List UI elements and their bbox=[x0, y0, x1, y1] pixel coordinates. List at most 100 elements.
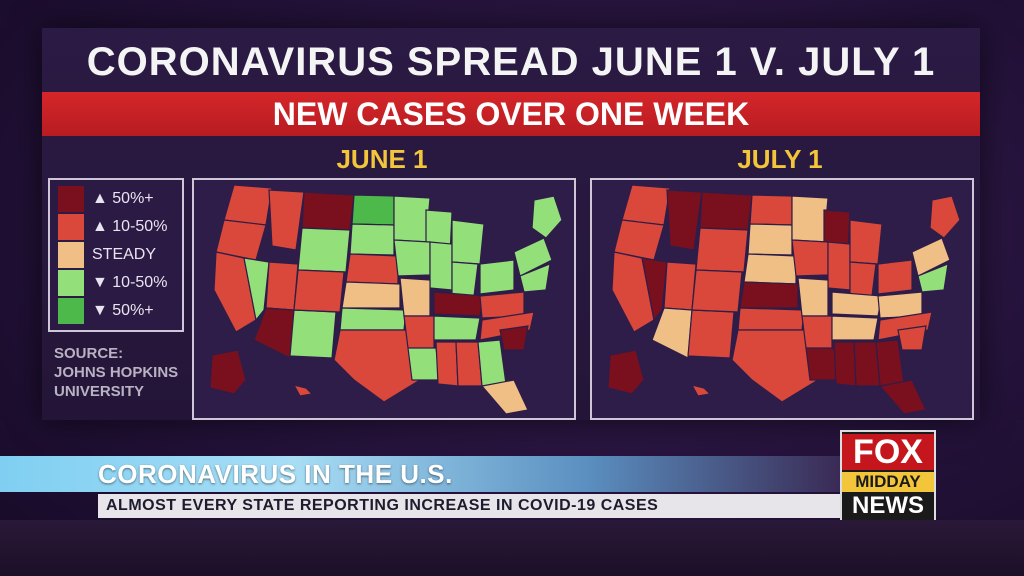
source-line: UNIVERSITY bbox=[54, 383, 145, 400]
state-region bbox=[433, 315, 481, 341]
state-region bbox=[877, 259, 913, 295]
state-region bbox=[833, 341, 857, 387]
us-map-june bbox=[209, 184, 563, 415]
state-region bbox=[297, 227, 351, 273]
legend-label: ▼ 50%+ bbox=[92, 302, 154, 319]
state-region bbox=[213, 251, 257, 333]
lower-strip bbox=[0, 520, 1024, 576]
state-region bbox=[917, 263, 949, 293]
legend-item-down-50: ▼ 50%+ bbox=[58, 298, 154, 324]
legend-item-up-10-50: ▲ 10-50% bbox=[58, 214, 167, 240]
state-region bbox=[691, 269, 743, 313]
state-region bbox=[399, 277, 431, 317]
ticker-subline: ALMOST EVERY STATE REPORTING INCREASE IN… bbox=[106, 497, 659, 514]
state-region bbox=[929, 195, 961, 239]
state-region bbox=[223, 184, 273, 226]
state-region bbox=[827, 241, 851, 291]
state-region bbox=[831, 291, 883, 317]
state-region bbox=[429, 241, 453, 291]
state-region bbox=[897, 325, 927, 351]
state-region bbox=[435, 341, 459, 387]
state-region bbox=[301, 191, 355, 231]
state-region bbox=[875, 339, 905, 387]
state-region bbox=[878, 379, 927, 415]
subline-ticker: ALMOST EVERY STATE REPORTING INCREASE IN… bbox=[98, 494, 840, 518]
state-region bbox=[349, 223, 395, 256]
state-region bbox=[480, 379, 529, 415]
state-region bbox=[621, 184, 671, 226]
state-region bbox=[479, 311, 535, 341]
us-map-july bbox=[607, 184, 961, 415]
state-region bbox=[499, 325, 529, 351]
state-region bbox=[607, 349, 645, 395]
state-region bbox=[292, 384, 314, 397]
state-region bbox=[513, 237, 553, 277]
state-region bbox=[801, 315, 833, 351]
legend-swatch bbox=[58, 270, 84, 296]
state-region bbox=[407, 347, 441, 381]
main-title: CORONAVIRUS SPREAD JUNE 1 V. JULY 1 bbox=[86, 40, 936, 84]
subtitle-bar: NEW CASES OVER ONE WEEK bbox=[42, 92, 980, 136]
state-region bbox=[690, 384, 712, 397]
ticker-headline: CORONAVIRUS IN THE U.S. bbox=[98, 459, 453, 489]
state-region bbox=[393, 195, 431, 243]
state-region bbox=[519, 263, 551, 293]
state-region bbox=[849, 219, 883, 265]
legend-label: ▲ 10-50% bbox=[92, 218, 168, 235]
state-region bbox=[451, 219, 485, 265]
state-region bbox=[209, 349, 247, 395]
state-region bbox=[253, 307, 295, 359]
state-region bbox=[477, 339, 507, 387]
legend-item-up-50: ▲ 50%+ bbox=[58, 186, 154, 212]
legend-swatch bbox=[58, 242, 84, 268]
state-region bbox=[805, 347, 839, 381]
infographic-panel: CORONAVIRUS SPREAD JUNE 1 V. JULY 1 NEW … bbox=[42, 28, 980, 420]
legend-swatch bbox=[58, 186, 84, 212]
state-region bbox=[747, 223, 793, 256]
fox-midday-news-logo: FOX MIDDAY NEWS bbox=[840, 430, 936, 522]
state-region bbox=[687, 309, 735, 359]
state-region bbox=[393, 239, 431, 277]
source-line: SOURCE: bbox=[54, 345, 124, 362]
state-region bbox=[345, 253, 399, 285]
logo-midday: MIDDAY bbox=[842, 472, 934, 492]
logo-news: NEWS bbox=[852, 492, 924, 519]
state-region bbox=[749, 194, 793, 226]
map-label-july: JULY 1 bbox=[737, 144, 823, 174]
state-region bbox=[791, 195, 829, 243]
state-region bbox=[641, 257, 668, 322]
map-label-june: JUNE 1 bbox=[336, 144, 428, 174]
state-region bbox=[739, 281, 799, 309]
state-region bbox=[877, 311, 933, 341]
state-region bbox=[611, 251, 655, 333]
state-region bbox=[663, 261, 697, 311]
legend-item-steady: STEADY bbox=[58, 242, 156, 268]
state-region bbox=[339, 307, 407, 331]
state-region bbox=[791, 239, 829, 277]
state-region bbox=[341, 281, 401, 309]
state-region bbox=[351, 194, 395, 226]
state-region bbox=[743, 253, 797, 285]
map-june bbox=[192, 178, 576, 420]
state-region bbox=[831, 315, 879, 341]
state-region bbox=[797, 277, 829, 317]
state-region bbox=[289, 309, 337, 359]
state-region bbox=[433, 291, 485, 317]
state-region bbox=[479, 259, 515, 295]
headline-ticker: CORONAVIRUS IN THE U.S. bbox=[0, 456, 840, 492]
source-line: JOHNS HOPKINS bbox=[54, 364, 179, 381]
state-region bbox=[531, 195, 563, 239]
source-credit: SOURCE: JOHNS HOPKINS UNIVERSITY bbox=[54, 344, 178, 401]
state-region bbox=[451, 261, 479, 297]
state-region bbox=[243, 257, 270, 322]
legend-item-down-10-50: ▼ 10-50% bbox=[58, 270, 167, 296]
state-region bbox=[651, 307, 693, 359]
state-region bbox=[849, 261, 877, 297]
logo-fox: FOX bbox=[842, 434, 934, 470]
legend-label: ▼ 10-50% bbox=[92, 274, 168, 291]
state-region bbox=[403, 315, 435, 351]
state-region bbox=[695, 227, 749, 273]
state-region bbox=[699, 191, 753, 231]
state-region bbox=[265, 261, 299, 311]
legend-swatch bbox=[58, 214, 84, 240]
